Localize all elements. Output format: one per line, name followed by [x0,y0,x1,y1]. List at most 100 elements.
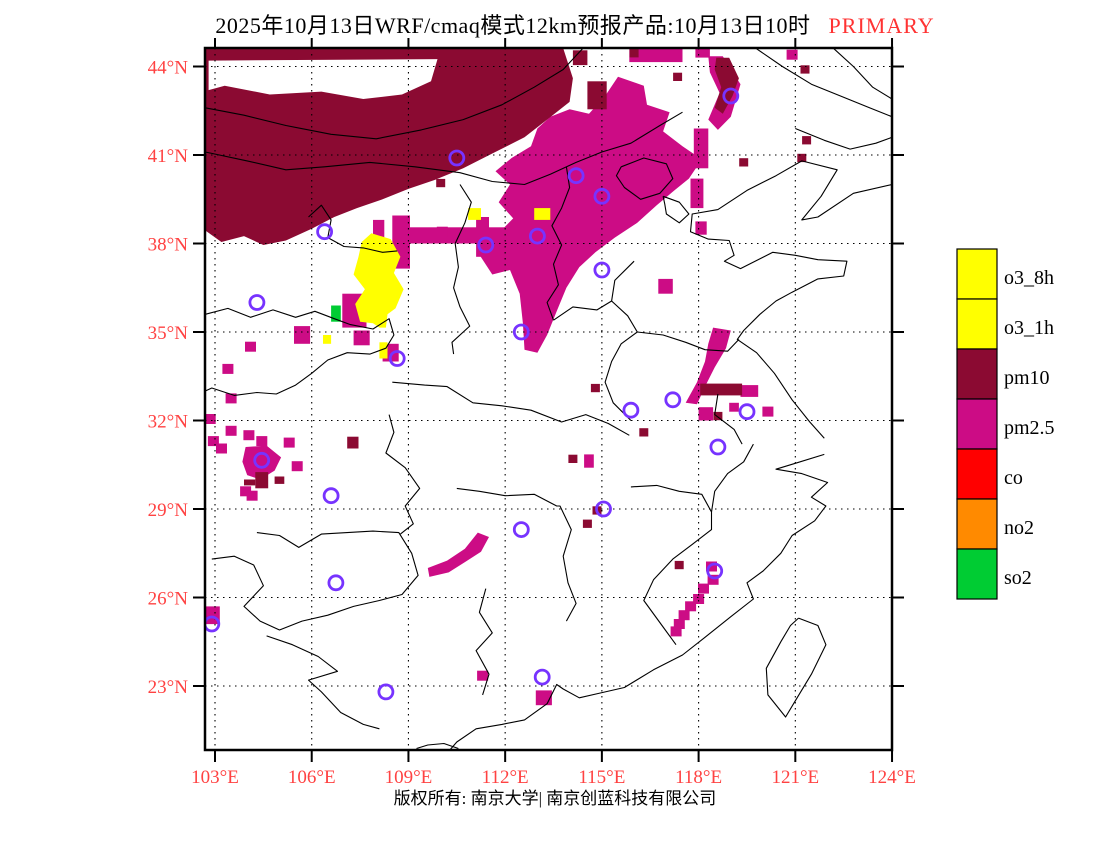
pm10-patch [255,472,269,489]
pm25-patch [658,278,673,294]
pm25-cell [786,49,798,60]
city-marker [706,562,724,580]
pm10-cell [674,560,684,570]
o3-patch [379,342,388,359]
pm25-cell [762,406,774,417]
city-markers-layer [205,87,756,701]
province-boundary [710,443,754,513]
title-text: 2025年10月13日WRF/cmaq模式12km预报产品:10月13日10时 [215,13,810,38]
city-marker [512,521,530,538]
pm25-region [242,445,282,480]
pm10-cell [629,49,639,58]
pm10-cell [800,65,810,74]
lat-tick-label: 38°N [148,235,189,256]
pm25-cell [685,601,697,612]
pm25-cell [216,443,227,454]
pm10-cell [802,136,812,145]
pm25-patch [584,454,594,468]
city-marker [477,236,495,254]
legend-item-label: o3_8h [1004,267,1054,289]
pm25-cell [245,341,256,352]
pm25-cell [673,619,685,629]
lon-tick-label: 106°E [288,767,336,788]
lat-tick-label: 23°N [148,677,189,698]
lon-tick-label: 103°E [191,767,239,788]
lon-tick-label: 112°E [482,767,529,788]
map-frame [203,46,894,752]
pm10-patch [274,476,285,484]
pm25-patch [693,128,709,169]
city-marker [205,615,221,633]
o3-region [353,233,404,328]
pm25-region [427,532,489,577]
province-boundary [416,742,459,750]
province-boundary [211,530,419,631]
pm25-cell [698,583,709,594]
pm25-patch [690,178,704,209]
pm10-cell [582,519,592,528]
pm25-cell [205,414,216,424]
province-boundary [266,635,380,730]
legend-item: o3_1h [956,298,1054,350]
province-boundary [205,307,395,396]
pm25-region [477,76,702,353]
city-marker [322,487,340,505]
legend-item-label: co [1004,467,1023,489]
pm25-patch [698,407,714,421]
legend-item: pm10 [956,348,1050,400]
lon-tick-label: 118°E [675,767,722,788]
pm25-patch [294,326,311,344]
pm25-cell [693,594,705,604]
pm10-patch [572,50,588,66]
legend-item: o3_8h [956,248,1054,300]
pm25-cell [291,461,303,472]
pm25-cell [222,363,234,374]
city-marker [327,574,345,592]
city-marker [593,261,611,279]
city-marker [316,223,334,241]
o3-patch [468,208,481,220]
lon-tick-label: 115°E [578,767,625,788]
province-boundary [714,393,743,445]
copyright-text: 版权所有: 南京大学| 南京创蓝科技有限公司 [394,789,717,808]
city-marker [567,167,585,185]
pm10-cell [639,428,649,437]
legend-item-label: no2 [1004,517,1034,539]
city-marker [529,227,546,245]
city-marker [388,350,406,367]
pm25-patch [695,221,707,235]
pm10-cell [739,158,749,167]
province-boundary [662,195,690,224]
pm10-cell [436,178,446,188]
legend-item-label: so2 [1004,567,1032,589]
legend-swatch [956,448,998,500]
lon-tick-label: 109°E [385,767,433,788]
legend: o3_8h o3_1h pm10 pm2.5 co no2 so2 [956,248,1055,600]
legend-item-label: o3_1h [1004,317,1054,339]
pollutant-regions-layer [205,48,812,706]
pm25-cell [207,436,219,447]
legend-swatch [956,398,998,450]
province-boundary [456,487,577,622]
province-boundary [833,48,892,100]
lon-tick-label: 121°E [771,767,819,788]
legend-swatch [956,348,998,400]
city-marker [622,401,640,419]
city-marker [377,683,395,701]
city-marker [722,87,740,105]
city-marker [595,500,612,518]
city-marker [533,668,551,686]
province-boundary [392,381,630,436]
province-boundary [205,111,683,186]
pm25-patch [353,330,370,346]
pm10-patch [700,383,743,396]
pm25-region [685,327,731,405]
legend-swatch [956,548,998,600]
pm25-cell [678,610,690,621]
lat-tick-label: 29°N [148,500,189,521]
pm10-cell [673,72,683,81]
pm25-cell [477,670,489,681]
province-boundary [630,484,713,646]
province-boundary [205,48,583,140]
